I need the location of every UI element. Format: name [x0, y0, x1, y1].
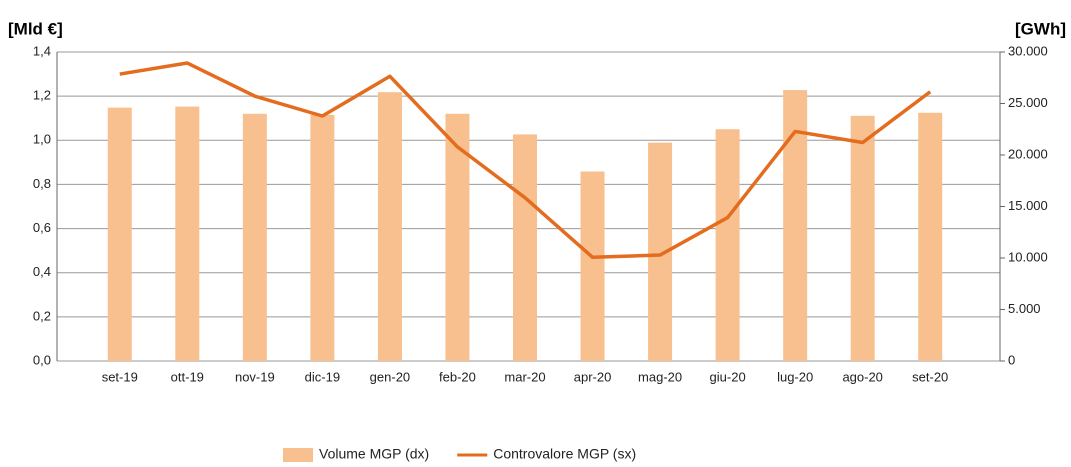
y2-tick-label: 15.000: [1008, 198, 1048, 213]
line: [119, 61, 932, 260]
y-axis-title: [Mld €]: [8, 19, 63, 38]
bar: [513, 134, 537, 361]
y2-tick-label: 25.000: [1008, 95, 1048, 110]
x-tick-label: giu-20: [710, 369, 746, 384]
bar: [175, 106, 200, 361]
x-tick-label: set-19: [102, 369, 138, 384]
x-tick-label: nov-19: [235, 369, 275, 384]
y2-tick-label: 20.000: [1008, 146, 1048, 161]
x-tick-label: gen-20: [370, 369, 410, 384]
y2-tick-label: 0: [1008, 352, 1015, 367]
y-tick-label: 0,8: [33, 176, 51, 191]
x-tick-label: set-20: [912, 369, 948, 384]
y-tick-label: 0,2: [33, 308, 51, 323]
x-tick-label: lug-20: [777, 369, 813, 384]
y-tick-label: 1,0: [33, 132, 51, 147]
bar: [580, 171, 605, 361]
y-tick-label: 0,6: [33, 220, 51, 235]
legend-swatch: [283, 448, 313, 462]
bar: [783, 90, 808, 362]
x-tick-label: apr-20: [574, 369, 612, 384]
y-tick-label: 1,4: [33, 43, 51, 58]
x-tick-label: ott-19: [171, 369, 204, 384]
bar: [107, 107, 132, 362]
x-tick-label: mar-20: [504, 369, 545, 384]
x-tick-label: dic-19: [305, 369, 340, 384]
bar: [918, 112, 943, 362]
y2-tick-label: 10.000: [1008, 249, 1048, 264]
y-tick-label: 0,0: [33, 352, 51, 367]
y-tick-label: 0,4: [33, 264, 51, 279]
y2-tick-label: 5.000: [1008, 301, 1041, 316]
bar: [850, 115, 875, 361]
bar: [377, 92, 402, 362]
legend-text: Volume MGP (dx): [319, 446, 429, 462]
y-tick-label: 1,2: [33, 88, 51, 103]
bar: [445, 113, 470, 361]
x-tick-label: mag-20: [638, 369, 682, 384]
legend-text: Controvalore MGP (sx): [493, 446, 636, 462]
x-tick-label: ago-20: [842, 369, 882, 384]
x-tick-label: feb-20: [439, 369, 476, 384]
bar: [715, 129, 740, 361]
y2-tick-label: 30.000: [1008, 43, 1048, 58]
bar: [242, 113, 267, 361]
y2-axis-title: [GWh]: [1015, 19, 1066, 38]
bar: [310, 114, 335, 361]
